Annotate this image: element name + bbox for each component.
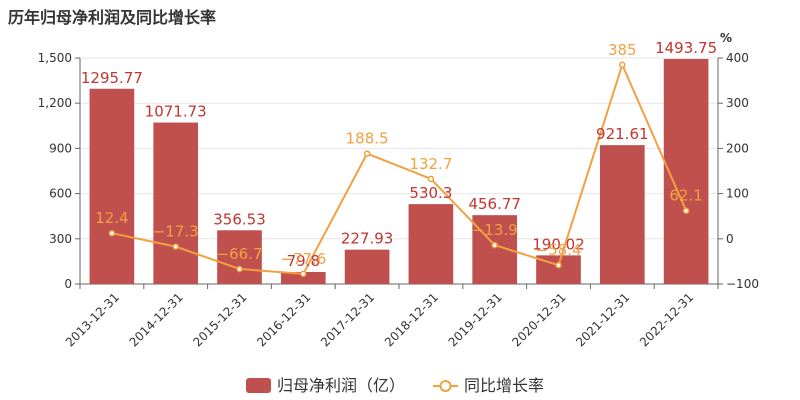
left-axis-tick-label: 0 <box>64 277 72 291</box>
growth-point <box>300 270 307 278</box>
bar-data-label: 79.8 <box>287 252 320 270</box>
x-axis-tick-label: 2015-12-31 <box>190 290 249 349</box>
bar-data-label: 530.3 <box>409 184 452 202</box>
bar <box>89 88 135 284</box>
bar <box>408 204 454 284</box>
line-data-label: 188.5 <box>346 130 389 148</box>
x-axis-tick-label: 2018-12-31 <box>382 290 441 349</box>
bar <box>599 145 645 284</box>
left-axis-tick-label: 900 <box>49 141 72 155</box>
growth-point <box>108 229 116 237</box>
left-axis-tick-label: 600 <box>49 187 72 201</box>
growth-point <box>555 261 562 269</box>
line-data-label: 385 <box>608 41 637 59</box>
growth-point <box>363 150 371 157</box>
bar <box>663 58 709 284</box>
growth-point <box>236 265 243 273</box>
growth-point <box>682 207 690 214</box>
left-axis-tick-label: 300 <box>49 232 72 246</box>
right-axis-tick-label: 100 <box>726 187 749 201</box>
bar-data-label: 190.02 <box>532 235 585 253</box>
bar-data-label: 1295.77 <box>81 69 143 87</box>
x-axis-tick-label: 2017-12-31 <box>318 290 377 349</box>
line-data-label: −58.4 <box>536 241 582 259</box>
right-axis-tick-label: −100 <box>726 277 759 291</box>
x-axis-tick-label: 2019-12-31 <box>446 290 505 349</box>
legend-bar-swatch <box>246 378 271 393</box>
x-axis-tick-label: 2013-12-31 <box>63 290 122 349</box>
right-axis-tick-label: 300 <box>726 96 749 110</box>
bar <box>280 271 326 284</box>
x-axis-tick-label: 2014-12-31 <box>127 290 186 349</box>
bar <box>153 122 199 284</box>
bar <box>344 249 390 284</box>
x-axis-tick-label: 2022-12-31 <box>637 290 696 349</box>
line-data-label: 132.7 <box>409 155 452 173</box>
line-data-label: 12.4 <box>95 209 128 227</box>
bar <box>217 230 262 284</box>
x-axis-tick-label: 2016-12-31 <box>254 290 313 349</box>
right-axis-tick-label: 0 <box>726 232 734 246</box>
bar-data-label: 1493.75 <box>655 39 717 57</box>
growth-point <box>172 243 179 250</box>
bar-data-label: 227.93 <box>341 230 394 248</box>
line-data-label: −77.6 <box>280 250 326 268</box>
left-axis-tick-label: 1,500 <box>38 51 72 65</box>
legend-line-marker <box>439 380 452 392</box>
line-data-label: −17.3 <box>153 223 199 241</box>
line-data-label: −66.7 <box>217 245 263 263</box>
bar-data-label: 356.53 <box>213 210 266 228</box>
line-data-label: −13.9 <box>472 221 518 239</box>
left-axis-tick-label: 1,200 <box>38 96 72 110</box>
legend-line-label: 同比增长率 <box>464 376 544 395</box>
growth-point <box>619 61 626 69</box>
bar-data-label: 456.77 <box>468 195 521 213</box>
right-axis-tick-label: 200 <box>726 141 749 155</box>
line-data-label: 62.1 <box>669 187 702 205</box>
chart-title: 历年归母净利润及同比增长率 <box>8 8 217 27</box>
x-axis-tick-label: 2020-12-31 <box>509 290 568 349</box>
legend-bar-label: 归母净利润（亿） <box>277 376 405 395</box>
bar-data-label: 1071.73 <box>145 103 207 121</box>
right-axis-tick-label: 400 <box>726 51 749 65</box>
growth-line <box>111 61 688 275</box>
right-axis-unit: % <box>720 31 732 45</box>
x-axis-tick-label: 2021-12-31 <box>573 290 632 349</box>
bar-data-label: 921.61 <box>596 125 649 143</box>
growth-point <box>427 175 435 183</box>
growth-point <box>491 241 498 249</box>
